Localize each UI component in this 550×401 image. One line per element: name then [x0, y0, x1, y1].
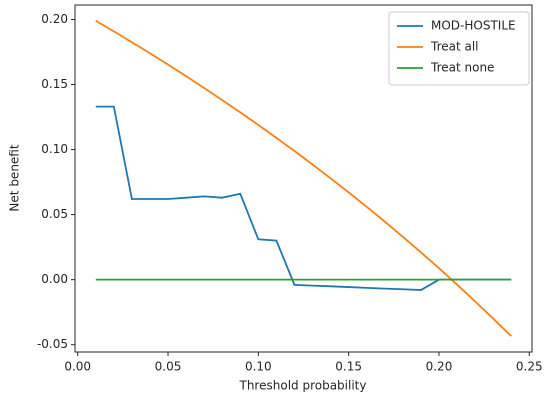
x-tick-label: 0.25: [516, 360, 543, 374]
series-line: [95, 19, 512, 337]
y-tick-label: -0.05: [37, 337, 68, 351]
y-tick-label: 0.15: [41, 77, 68, 91]
legend-box: [388, 11, 530, 86]
legend-label: MOD-HOSTILE: [431, 19, 516, 33]
y-tick-label: 0.05: [41, 207, 68, 221]
x-tick-label: 0.10: [245, 360, 272, 374]
x-tick-label: 0.00: [64, 360, 91, 374]
x-axis-label: Threshold probability: [239, 379, 367, 393]
x-tick-label: 0.15: [335, 360, 362, 374]
x-tick-label: 0.20: [426, 360, 453, 374]
plot-frame: [74, 4, 533, 353]
x-tick-label: 0.05: [155, 360, 182, 374]
y-tick-label: 0.10: [41, 142, 68, 156]
legend-label: Treat all: [430, 40, 479, 54]
y-axis-label: Net benefit: [8, 144, 22, 211]
series-line: [95, 105, 512, 291]
y-tick-label: 0.00: [41, 272, 68, 286]
y-tick-label: 0.20: [41, 12, 68, 26]
legend-label: Treat none: [430, 61, 494, 75]
